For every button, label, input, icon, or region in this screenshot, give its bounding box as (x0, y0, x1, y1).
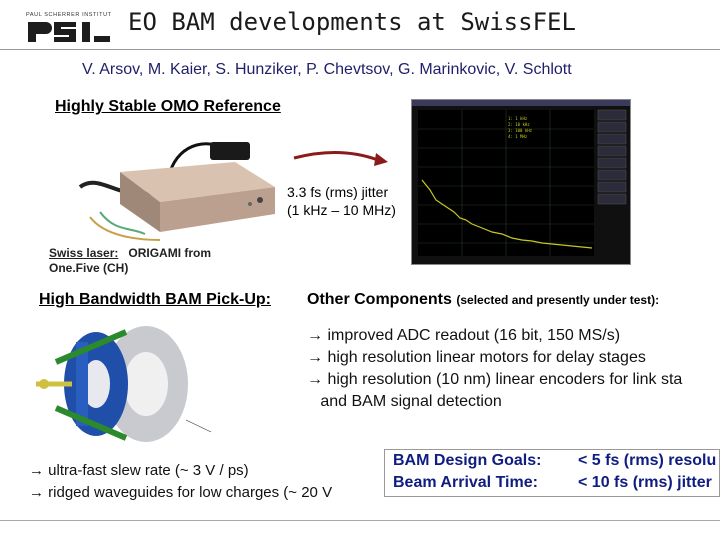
phase-noise-analyzer-screenshot: 1: 1 kHz 2: 10 kHz 3: 100 kHz 4: 1 MHz (411, 99, 631, 265)
laser-label: Swiss laser: (49, 246, 119, 260)
jitter-annotation: 3.3 fs (rms) jitter (1 kHz – 10 MHz) (287, 183, 396, 219)
svg-text:PAUL SCHERRER INSTITUT: PAUL SCHERRER INSTITUT (26, 12, 112, 18)
other-heading-note: (selected and presently under test): (456, 293, 660, 307)
laser-source-note: Swiss laser: ORIGAMI from One.Five (CH) (49, 246, 211, 276)
design-goals-box: BAM Design Goals: < 5 fs (rms) resolu Be… (384, 449, 720, 497)
feature-slew-rate: → ultra-fast slew rate (~ 3 V / ps) (29, 462, 249, 479)
list-item: → high resolution linear motors for dela… (307, 349, 646, 366)
jitter-value: 3.3 fs (rms) jitter (287, 184, 389, 200)
list-item: and BAM signal detection (307, 393, 502, 410)
svg-text:1: 1 kHz: 1: 1 kHz (508, 116, 528, 121)
laser-value: ORIGAMI from (128, 246, 212, 260)
psi-logo: PAUL SCHERRER INSTITUT (26, 10, 112, 44)
red-arrow (290, 148, 390, 178)
goal-row: Beam Arrival Time: < 10 fs (rms) jitter (393, 474, 712, 492)
feature-waveguides: → ridged waveguides for low charges (~ 2… (29, 484, 333, 501)
jitter-range: (1 kHz – 10 MHz) (287, 202, 396, 218)
goal-value: < 10 fs (rms) jitter (578, 474, 712, 491)
laser-vendor: One.Five (CH) (49, 261, 129, 275)
goal-label: Beam Arrival Time: (393, 474, 538, 491)
list-item: → improved ADC readout (16 bit, 150 MS/s… (307, 327, 621, 344)
other-components-list: → improved ADC readout (16 bit, 150 MS/s… (307, 325, 682, 413)
omo-heading: Highly Stable OMO Reference (55, 98, 281, 115)
goal-value: < 5 fs (rms) resolu (578, 452, 717, 469)
title-divider (0, 49, 720, 50)
footer-divider (0, 520, 720, 521)
svg-text:4: 1 MHz: 4: 1 MHz (508, 134, 528, 139)
svg-text:3: 100 kHz: 3: 100 kHz (508, 128, 533, 133)
other-components-heading: Other Components (selected and presently… (307, 291, 659, 309)
svg-text:2: 10 kHz: 2: 10 kHz (508, 122, 530, 127)
list-item: → high resolution (10 nm) linear encoder… (307, 371, 683, 388)
goal-row: BAM Design Goals: < 5 fs (rms) resolu (393, 452, 716, 470)
page-title: EO BAM developments at SwissFEL (128, 8, 576, 36)
other-heading-text: Other Components (307, 291, 452, 308)
bam-features: → ultra-fast slew rate (~ 3 V / ps) → ri… (29, 460, 332, 504)
omo-device-image (60, 132, 290, 244)
authors: V. Arsov, M. Kaier, S. Hunziker, P. Chev… (82, 61, 572, 78)
bam-heading: High Bandwidth BAM Pick-Up: (39, 291, 271, 308)
bam-pickup-image (36, 322, 250, 446)
goal-label: BAM Design Goals: (393, 452, 542, 469)
